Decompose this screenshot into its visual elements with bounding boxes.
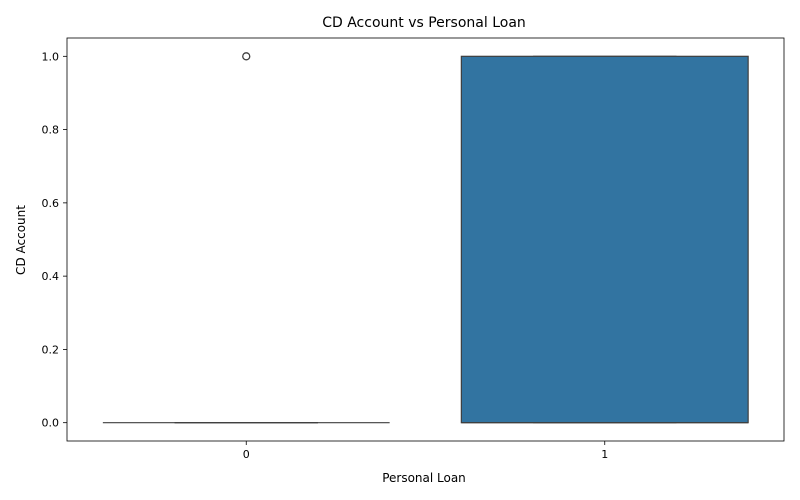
y-tick-label: 0.6 — [42, 197, 60, 210]
y-tick-label: 0.4 — [42, 270, 60, 283]
box-1 — [460, 55, 749, 424]
chart-title: CD Account vs Personal Loan — [322, 15, 526, 31]
x-axis-label: Personal Loan — [382, 471, 466, 485]
plot-area: 0.0 0.2 0.4 0.6 0.8 1.0 0 1 — [42, 37, 785, 461]
y-tick-label: 1.0 — [42, 50, 60, 63]
y-tick-label: 0.0 — [42, 417, 60, 430]
y-axis-label: CD Account — [14, 205, 28, 275]
y-tick-label: 0.8 — [42, 124, 60, 137]
box-0-outlier — [242, 52, 251, 61]
x-tick-label: 1 — [601, 448, 608, 461]
y-tick-label: 0.2 — [42, 343, 60, 356]
axes-frame — [66, 37, 785, 442]
x-tick-label: 0 — [243, 448, 250, 461]
